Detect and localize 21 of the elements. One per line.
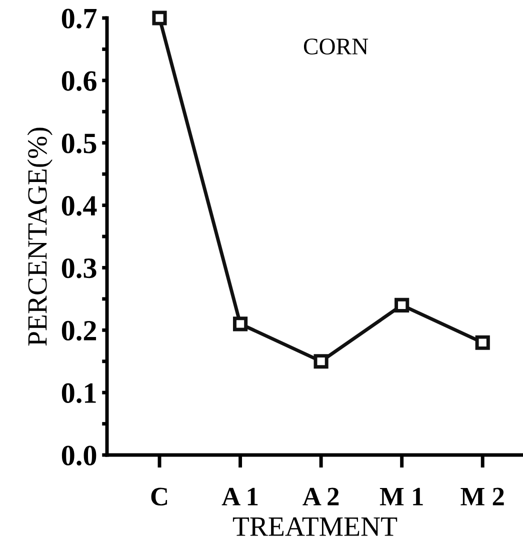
x-tick-label: M 1: [380, 488, 423, 506]
y-tick-label: 0.1: [62, 383, 96, 404]
point: [152, 10, 167, 26]
text: CORN: [304, 38, 368, 54]
x-tick-label: A 2: [302, 488, 339, 506]
point: [394, 298, 410, 312]
y-tick-label: 0.5: [62, 134, 96, 154]
y-tick-label: 0.7: [62, 8, 97, 29]
point: [314, 354, 328, 369]
x-axis-title: TREATMENT: [232, 517, 398, 536]
y-tick-label: 0.6: [62, 71, 96, 91]
x-tick-label: A 1: [222, 488, 258, 506]
y-tick-label: 0.3: [62, 258, 96, 278]
y-tick-label: 0.4: [62, 196, 97, 216]
point: [475, 335, 490, 350]
point: [232, 316, 248, 332]
x-tick-label: C: [151, 488, 168, 506]
y-tick-label: 0.0: [62, 446, 96, 466]
x-tick-label: M 2: [460, 488, 504, 506]
y-axis-title: PERCENTAGE(%): [27, 128, 52, 346]
y-tick-label: 0.2: [62, 320, 96, 341]
